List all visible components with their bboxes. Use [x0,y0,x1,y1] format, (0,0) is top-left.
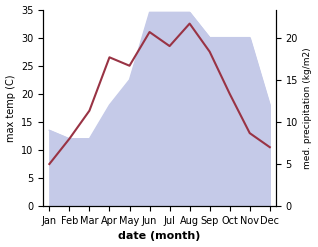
X-axis label: date (month): date (month) [118,231,201,242]
Y-axis label: med. precipitation (kg/m2): med. precipitation (kg/m2) [303,47,313,169]
Y-axis label: max temp (C): max temp (C) [5,74,16,142]
